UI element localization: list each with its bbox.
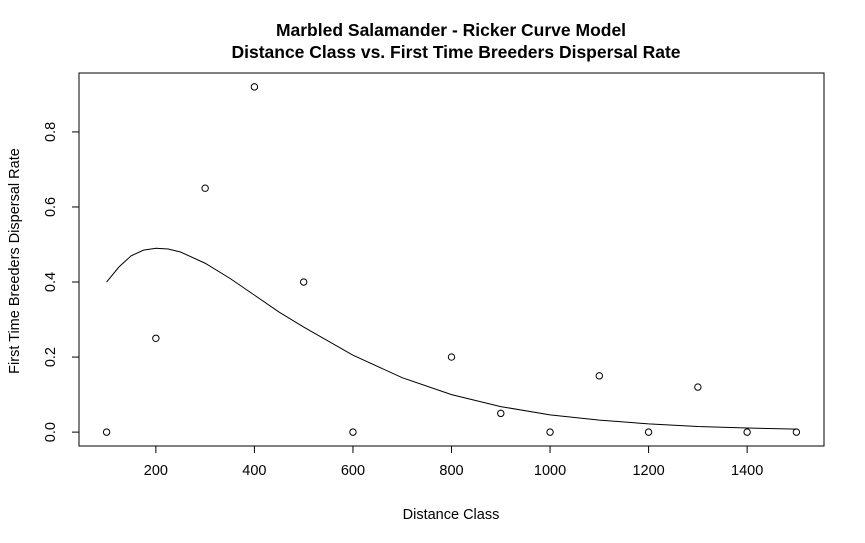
data-point (299, 278, 308, 286)
data-point (694, 383, 702, 391)
data-point (201, 184, 209, 192)
plot-frame (78, 72, 825, 447)
chart-subtitle: Distance Class vs. First Time Breeders D… (231, 42, 680, 62)
x-tick-label: 600 (341, 463, 365, 479)
data-point (102, 428, 111, 436)
x-axis: 200 400 600 800 1000 1200 1400 (144, 445, 763, 479)
data-point (152, 334, 160, 343)
y-tick-label: 0.8 (43, 122, 59, 142)
chart-title: Marbled Salamander - Ricker Curve Model (276, 20, 626, 40)
data-point (447, 353, 456, 361)
y-tick-label: 0.0 (43, 422, 59, 442)
data-points (102, 83, 801, 436)
x-axis-label: Distance Class (403, 507, 500, 523)
x-tick-label: 1000 (534, 463, 566, 479)
x-tick-label: 1400 (731, 463, 763, 479)
y-axis: 0.0 0.2 0.4 0.6 0.8 (43, 122, 80, 442)
y-tick-label: 0.4 (43, 272, 59, 292)
y-tick-label: 0.6 (43, 197, 59, 217)
ricker-fit-curve (106, 247, 797, 430)
data-point (743, 428, 751, 436)
data-point (595, 372, 604, 380)
x-tick-label: 200 (144, 463, 168, 479)
data-point (644, 428, 653, 436)
x-tick-label: 400 (242, 463, 266, 479)
x-tick-label: 800 (439, 463, 463, 479)
y-tick-label: 0.2 (43, 347, 59, 367)
data-point (546, 428, 554, 436)
x-tick-label: 1200 (632, 463, 664, 479)
y-axis-label: First Time Breeders Dispersal Rate (7, 148, 23, 374)
data-point (792, 428, 801, 436)
data-point (497, 409, 505, 418)
data-point (349, 428, 357, 436)
data-point (250, 83, 259, 91)
